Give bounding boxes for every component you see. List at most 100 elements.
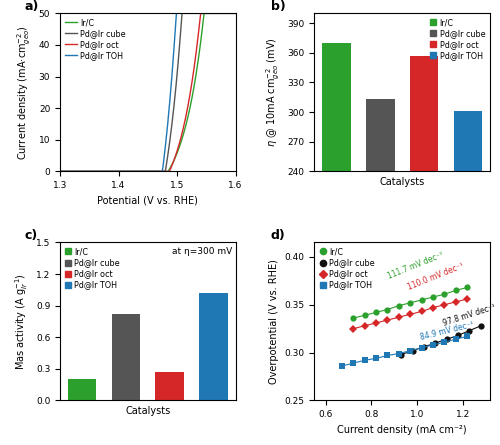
Pd@Ir TOH: [430, 342, 436, 348]
Bar: [68, 380, 96, 400]
Pd@Ir cube: [201, 11, 207, 16]
Ir/C: [140, 169, 146, 174]
Bar: [366, 99, 394, 409]
Pd@Ir TOH: [228, 11, 234, 16]
Pd@Ir oct: [198, 11, 203, 16]
Pd@Ir TOH: [162, 152, 168, 157]
Ir/C: [201, 12, 207, 17]
Pd@Ir cube: [162, 169, 168, 174]
Line: Pd@Ir cube: Pd@Ir cube: [398, 323, 484, 358]
Y-axis label: Mas activity (A g$^{-1}_{Ir}$): Mas activity (A g$^{-1}_{Ir}$): [14, 273, 30, 370]
Pd@Ir TOH: [442, 340, 448, 345]
Pd@Ir oct: [232, 11, 238, 16]
Pd@Ir TOH: [373, 356, 379, 361]
Bar: [199, 293, 228, 400]
Pd@Ir oct: [384, 317, 390, 323]
Y-axis label: Current density (mA·cm$^{-2}_{geo}$): Current density (mA·cm$^{-2}_{geo}$): [16, 25, 33, 160]
Pd@Ir oct: [362, 323, 368, 328]
X-axis label: Catalysts: Catalysts: [380, 177, 425, 187]
Pd@Ir TOH: [232, 11, 238, 16]
X-axis label: Catalysts: Catalysts: [125, 406, 170, 416]
Pd@Ir TOH: [362, 358, 368, 363]
Pd@Ir TOH: [339, 364, 345, 369]
Pd@Ir cube: [444, 336, 450, 342]
Text: at η=300 mV: at η=300 mV: [172, 247, 232, 256]
Pd@Ir cube: [478, 323, 484, 328]
Line: Ir/C: Ir/C: [350, 284, 470, 321]
Pd@Ir cube: [455, 333, 461, 338]
Pd@Ir TOH: [350, 360, 356, 366]
Pd@Ir oct: [430, 305, 436, 310]
Pd@Ir oct: [442, 302, 448, 307]
Bar: [322, 43, 351, 409]
Pd@Ir TOH: [418, 345, 424, 351]
Legend: Ir/C, Pd@Ir cube, Pd@Ir oct, Pd@Ir TOH: Ir/C, Pd@Ir cube, Pd@Ir oct, Pd@Ir TOH: [318, 247, 376, 290]
Bar: [156, 372, 184, 400]
Pd@Ir cube: [410, 348, 416, 353]
Pd@Ir TOH: [453, 336, 459, 342]
Line: Pd@Ir oct: Pd@Ir oct: [350, 296, 470, 332]
Pd@Ir TOH: [152, 169, 158, 174]
Line: Ir/C: Ir/C: [60, 13, 236, 171]
Pd@Ir cube: [142, 169, 148, 174]
Pd@Ir oct: [464, 296, 470, 302]
Ir/C: [396, 303, 402, 308]
Line: Pd@Ir TOH: Pd@Ir TOH: [338, 333, 470, 369]
Pd@Ir TOH: [201, 11, 207, 16]
Pd@Ir cube: [140, 169, 146, 174]
Ir/C: [373, 310, 379, 315]
X-axis label: Potential (V vs. RHE): Potential (V vs. RHE): [98, 196, 198, 206]
Pd@Ir TOH: [142, 169, 148, 174]
Pd@Ir TOH: [396, 351, 402, 356]
Text: 110.0 mV dec⁻¹: 110.0 mV dec⁻¹: [407, 262, 466, 292]
Ir/C: [407, 300, 413, 305]
Ir/C: [464, 285, 470, 290]
Ir/C: [430, 295, 436, 300]
Pd@Ir cube: [57, 169, 63, 174]
Bar: [410, 56, 438, 409]
Pd@Ir oct: [418, 309, 424, 314]
Text: c): c): [25, 229, 38, 243]
Pd@Ir cube: [398, 352, 404, 357]
Pd@Ir TOH: [140, 169, 146, 174]
Text: b): b): [270, 0, 285, 13]
Ir/C: [162, 169, 168, 174]
Ir/C: [142, 169, 148, 174]
Line: Pd@Ir oct: Pd@Ir oct: [60, 13, 236, 171]
Legend: Ir/C, Pd@Ir cube, Pd@Ir oct, Pd@Ir TOH: Ir/C, Pd@Ir cube, Pd@Ir oct, Pd@Ir TOH: [64, 247, 121, 290]
Y-axis label: Overpotential (V vs. RHE): Overpotential (V vs. RHE): [269, 259, 279, 384]
Pd@Ir TOH: [57, 169, 63, 174]
Pd@Ir TOH: [174, 11, 180, 16]
Ir/C: [57, 169, 63, 174]
Legend: Ir/C, Pd@Ir cube, Pd@Ir oct, Pd@Ir TOH: Ir/C, Pd@Ir cube, Pd@Ir oct, Pd@Ir TOH: [64, 17, 126, 61]
Line: Pd@Ir TOH: Pd@Ir TOH: [60, 13, 236, 171]
Pd@Ir cube: [232, 11, 238, 16]
Pd@Ir cube: [228, 11, 234, 16]
Line: Pd@Ir cube: Pd@Ir cube: [60, 13, 236, 171]
X-axis label: Current density (mA cm⁻²): Current density (mA cm⁻²): [338, 425, 467, 435]
Text: a): a): [25, 0, 40, 13]
Pd@Ir cube: [421, 344, 427, 349]
Ir/C: [350, 316, 356, 321]
Legend: Ir/C, Pd@Ir cube, Pd@Ir oct, Pd@Ir TOH: Ir/C, Pd@Ir cube, Pd@Ir oct, Pd@Ir TOH: [429, 17, 486, 61]
Pd@Ir cube: [152, 169, 158, 174]
Pd@Ir oct: [57, 169, 63, 174]
Text: 111.7 mV dec⁻¹: 111.7 mV dec⁻¹: [386, 250, 445, 281]
Ir/C: [152, 169, 158, 174]
Ir/C: [384, 307, 390, 312]
Pd@Ir cube: [432, 340, 438, 346]
Pd@Ir oct: [373, 320, 379, 326]
Pd@Ir TOH: [384, 353, 390, 358]
Y-axis label: $\eta$ @ 10mA cm$^{-2}_{geo}$ (mV): $\eta$ @ 10mA cm$^{-2}_{geo}$ (mV): [264, 37, 282, 147]
Pd@Ir oct: [142, 169, 148, 174]
Ir/C: [442, 291, 448, 297]
Ir/C: [362, 312, 368, 318]
Pd@Ir oct: [201, 11, 207, 16]
Text: 97.8 mV dec⁻¹: 97.8 mV dec⁻¹: [442, 302, 496, 328]
Bar: [112, 314, 140, 400]
Text: 84.9 mV dec⁻¹: 84.9 mV dec⁻¹: [420, 320, 475, 342]
Ir/C: [228, 11, 234, 16]
Ir/C: [453, 288, 459, 293]
Pd@Ir oct: [228, 11, 234, 16]
Pd@Ir oct: [453, 299, 459, 304]
